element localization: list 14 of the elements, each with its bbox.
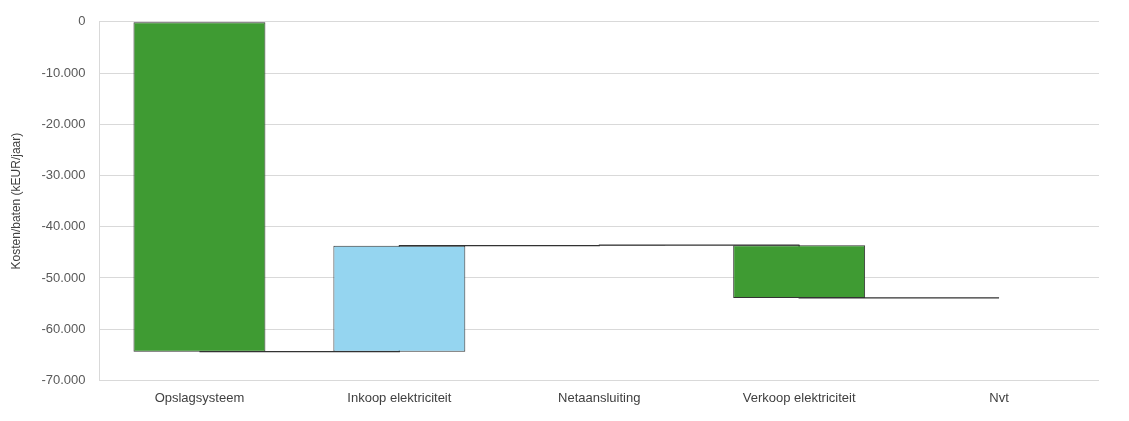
y-tick-label: -60.000 [41,320,86,336]
x-tick-label: Netaansluiting [558,389,641,405]
y-tick-label: 0 [78,13,86,29]
x-tick-label: Nvt [989,389,1010,405]
y-tick-label: -50.000 [41,269,86,285]
y-tick-label: -40.000 [41,218,86,234]
y-tick-label: -70.000 [41,371,86,387]
x-tick-label: Verkoop elektriciteit [742,389,856,405]
y-axis-title: Kosten/baten (kEUR/jaar) [8,132,23,270]
y-tick-label: -30.000 [41,167,86,183]
y-tick-label: -20.000 [41,115,86,131]
x-tick-label: Inkoop elektriciteit [347,389,452,405]
y-tick-label: -10.000 [41,64,86,80]
x-tick-label: Opslagsysteem [154,389,245,405]
